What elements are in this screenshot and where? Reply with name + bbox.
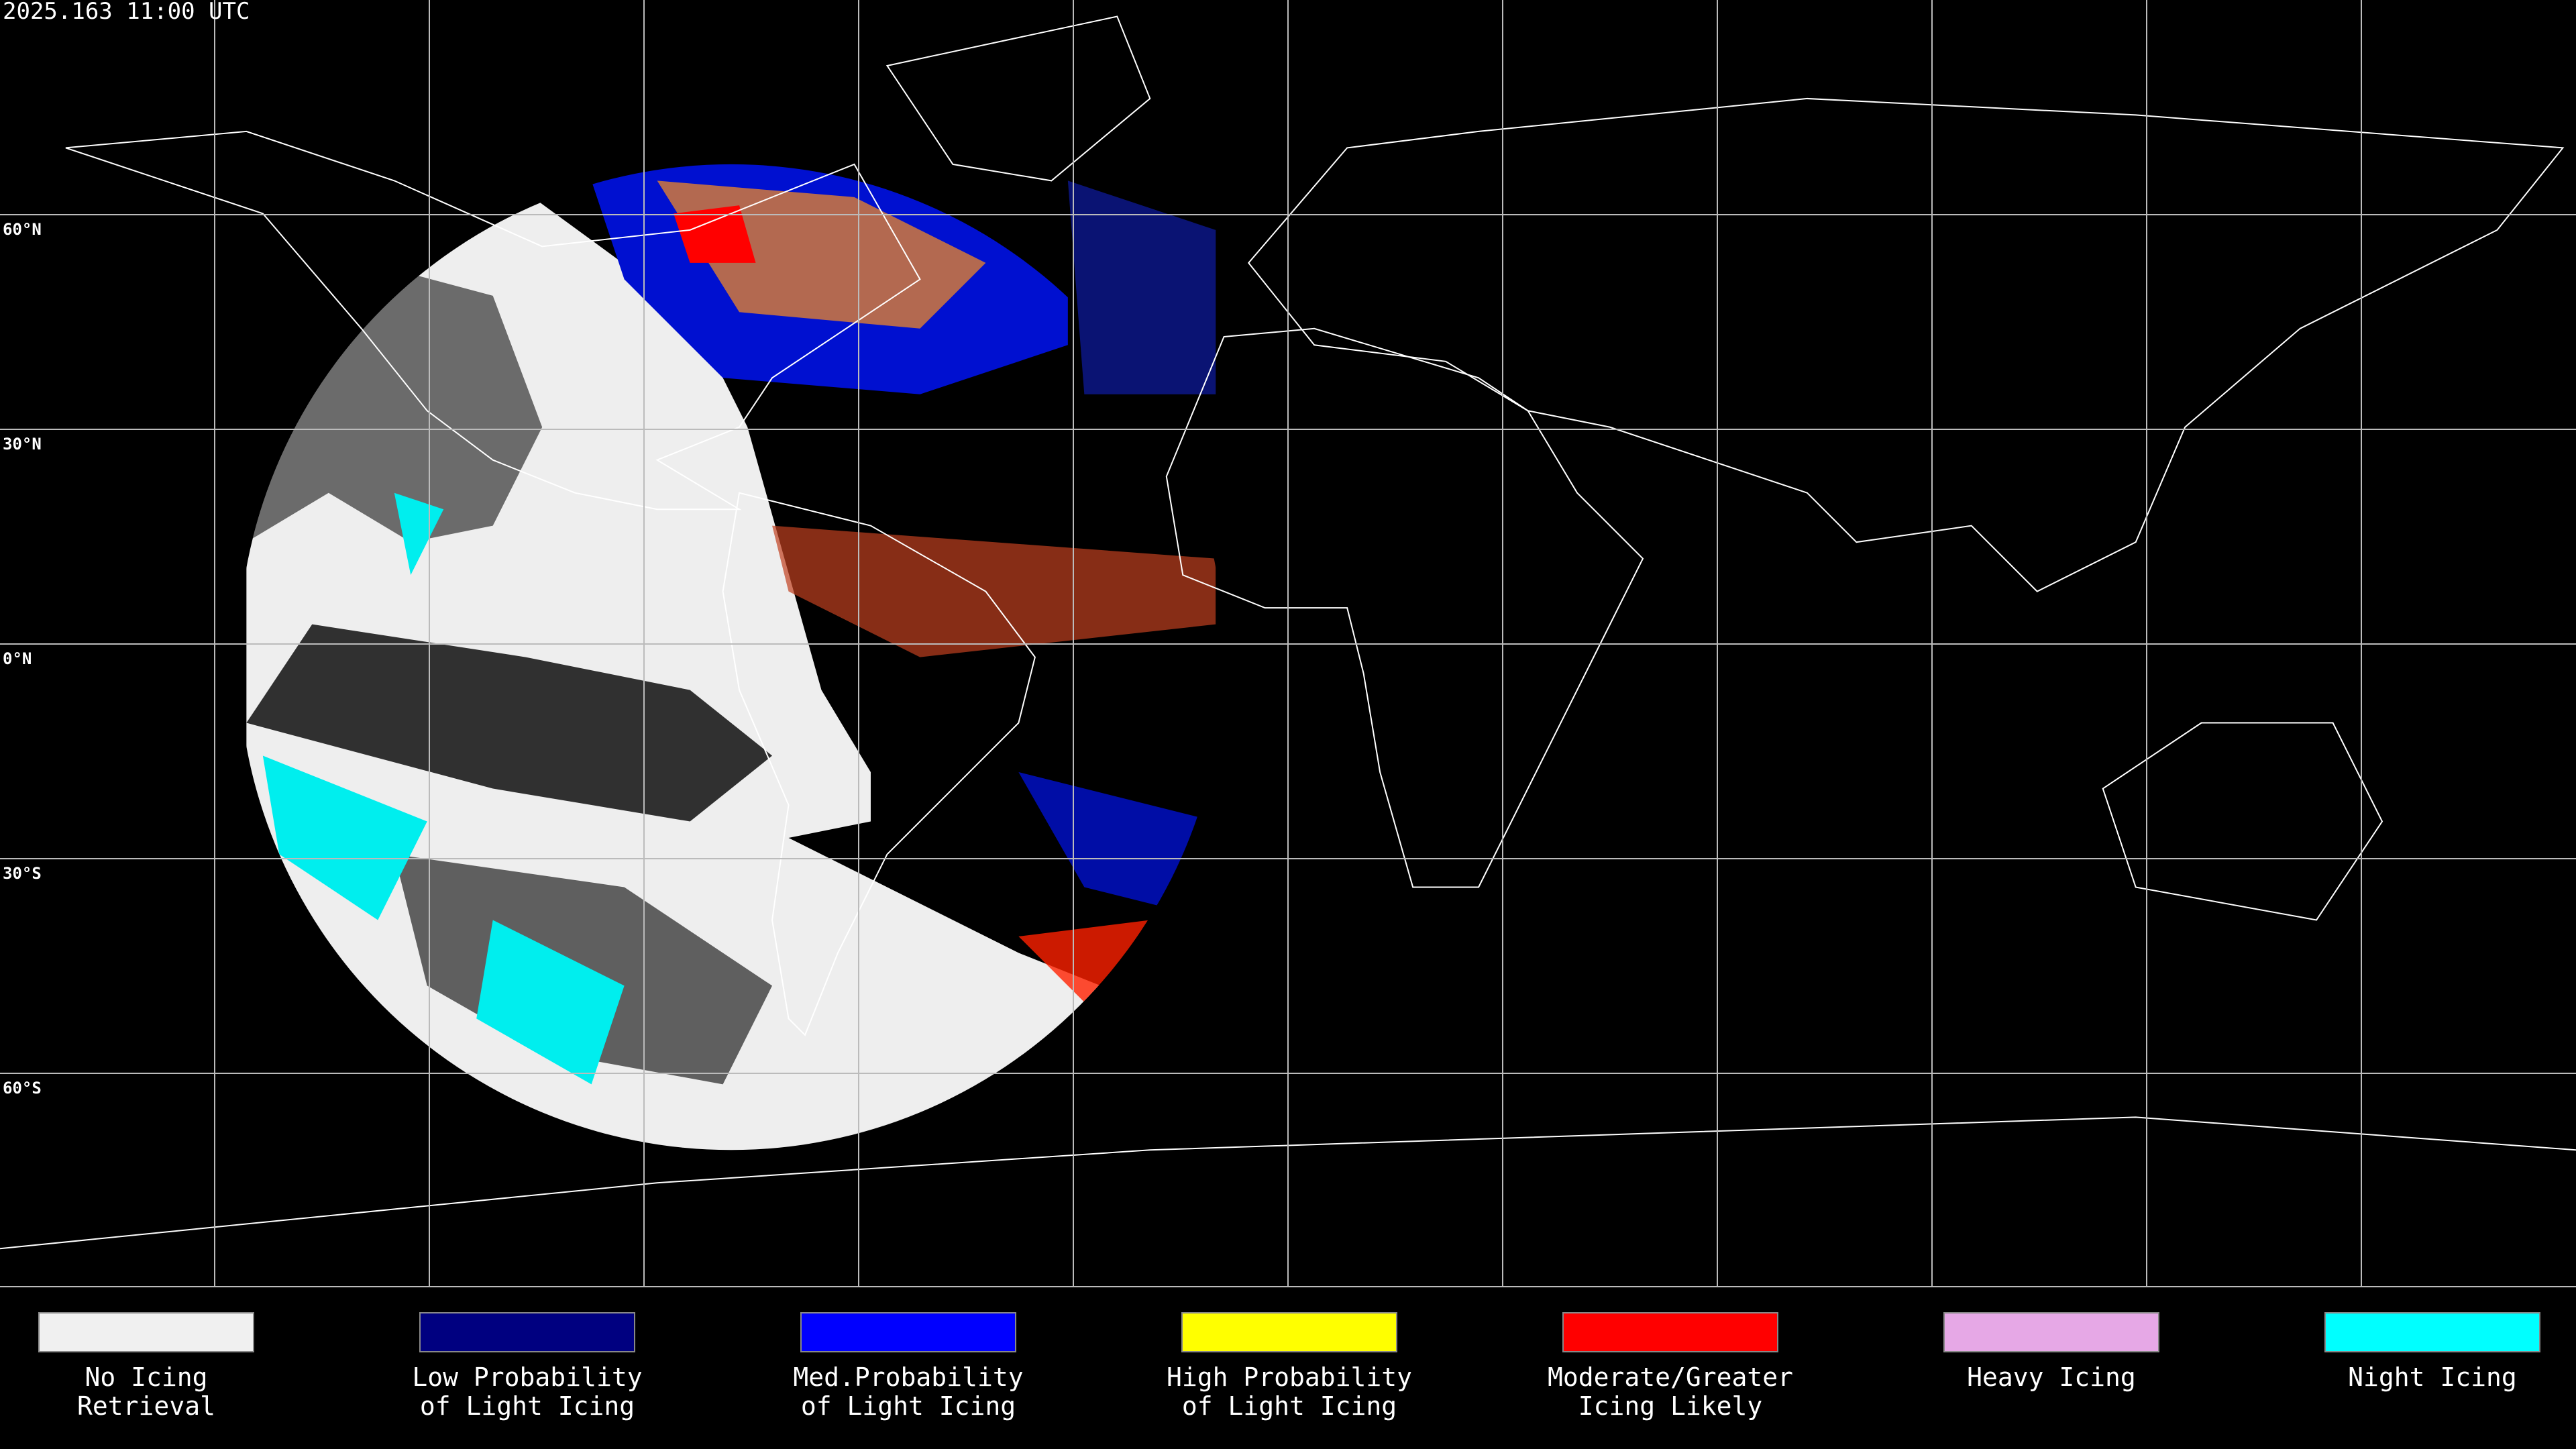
timestamp: 2025.163 11:00 UTC <box>3 0 250 25</box>
legend-label: Night Icing <box>2348 1362 2517 1392</box>
legend-label: of Light Icing <box>1182 1391 1397 1421</box>
map <box>0 16 2576 1248</box>
graticule <box>0 0 2576 1287</box>
legend-label: Med.Probability <box>793 1362 1023 1392</box>
latitude-label: 30°S <box>3 864 42 883</box>
legend-swatch <box>38 1312 254 1352</box>
latitude-label: 60°N <box>3 220 42 239</box>
latitude-label: 60°S <box>3 1079 42 1097</box>
legend-label: High Probability <box>1167 1362 1412 1392</box>
legend-swatch <box>419 1312 635 1352</box>
legend-swatch <box>2324 1312 2540 1352</box>
legend-label: Heavy Icing <box>1967 1362 2136 1392</box>
legend-swatch <box>1943 1312 2159 1352</box>
coastlines <box>0 16 2576 1248</box>
legend-label: Moderate/Greater <box>1548 1362 1793 1392</box>
legend-swatch <box>800 1312 1016 1352</box>
latitude-label: 30°N <box>3 435 42 453</box>
satellite-disk <box>246 164 1224 1150</box>
legend-label: Icing Likely <box>1578 1391 1763 1421</box>
legend-label: Low Probability <box>412 1362 642 1392</box>
legend-label: of Light Icing <box>420 1391 635 1421</box>
legend-label: Retrieval <box>77 1391 215 1421</box>
legend-swatch <box>1181 1312 1397 1352</box>
legend-label: No Icing <box>85 1362 207 1392</box>
latitude-label: 0°N <box>3 649 32 668</box>
legend-swatch <box>1562 1312 1778 1352</box>
legend-label: of Light Icing <box>801 1391 1016 1421</box>
